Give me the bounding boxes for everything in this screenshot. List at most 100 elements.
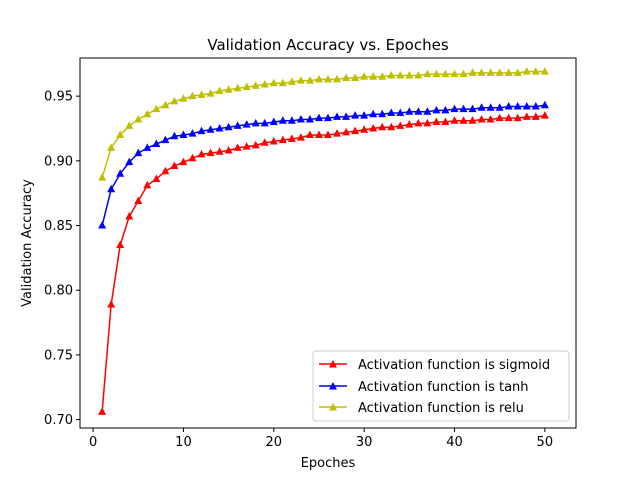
y-tick-label: 0.75 [44,348,73,363]
data-point-tanh [396,108,405,116]
data-point-tanh [98,221,107,229]
data-point-tanh [260,118,269,127]
data-point-tanh [296,114,305,123]
x-tick-label: 50 [537,435,554,450]
data-point-relu [396,70,405,79]
data-point-relu [260,80,269,88]
data-point-tanh [269,117,278,126]
plot-frame [79,57,577,429]
data-point-tanh [215,124,224,132]
data-point-sigmoid [242,142,251,150]
data-point-sigmoid [179,157,188,166]
data-point-relu [215,86,224,94]
data-point-tanh [387,108,396,116]
data-point-relu [378,72,387,80]
data-point-tanh [333,112,342,120]
x-tick-label: 20 [266,435,283,450]
data-point-relu [360,72,369,80]
data-point-relu [125,121,134,129]
chart-title: Validation Accuracy vs. Epoches [207,36,448,54]
data-point-sigmoid [324,130,332,138]
data-point-relu [314,74,323,83]
legend-box [312,350,570,422]
data-point-sigmoid [224,146,233,154]
y-tick-label: 0.95 [44,90,73,105]
data-point-tanh [468,104,477,113]
data-point-tanh [233,121,242,129]
data-point-relu [522,67,531,75]
y-axis-label: Validation Accuracy [20,179,35,307]
data-point-sigmoid [287,134,296,142]
x-tick-label: 30 [356,435,373,450]
legend-marker-tanh [329,382,337,390]
data-point-tanh [486,103,495,111]
data-point-tanh [531,102,540,110]
data-point-sigmoid [396,121,405,129]
data-point-relu [188,91,197,100]
data-point-relu [486,68,495,76]
legend: Activation function is sigmoid Activatio… [312,350,570,422]
data-point-tanh [522,102,531,110]
data-point-sigmoid [305,130,314,138]
legend-label-relu: Activation function is relu [358,401,524,416]
data-point-sigmoid [423,118,432,127]
x-tick-label: 0 [89,435,97,450]
data-point-relu [477,68,486,76]
data-point-sigmoid [197,149,206,158]
data-point-tanh [152,139,161,148]
data-point-relu [441,69,450,78]
data-point-relu [468,68,477,76]
data-point-relu [143,109,152,118]
legend-marker-relu [329,403,337,411]
data-point-relu [170,96,179,105]
data-point-tanh [134,148,143,157]
x-tick-label: 40 [446,435,463,450]
data-point-tanh [360,111,369,119]
y-tick-label: 0.70 [44,413,73,428]
data-point-tanh [170,131,179,140]
data-point-sigmoid [360,125,369,133]
data-point-tanh [369,109,378,118]
data-point-sigmoid [387,122,396,131]
data-point-relu [324,74,332,83]
data-point-sigmoid [504,113,513,122]
data-point-sigmoid [540,111,549,119]
data-point-sigmoid [477,114,486,123]
data-point-relu [459,69,468,78]
data-point-tanh [224,122,233,131]
data-point-tanh [287,116,296,124]
data-point-tanh [513,102,522,110]
data-point-sigmoid [260,138,269,146]
data-point-relu [107,143,116,151]
data-point-sigmoid [278,135,287,144]
data-point-sigmoid [125,211,134,220]
data-point-relu [296,76,305,84]
data-point-sigmoid [414,118,423,127]
data-point-sigmoid [98,407,107,415]
data-point-tanh [540,100,549,109]
data-point-sigmoid [405,120,414,128]
data-point-tanh [324,113,332,122]
legend-marker-sigmoid [329,360,337,368]
data-point-sigmoid [215,147,224,155]
series-layer [98,67,549,415]
data-point-tanh [351,111,360,119]
data-point-tanh [342,112,351,120]
data-point-tanh [504,102,513,110]
data-point-relu [387,70,396,79]
data-point-sigmoid [450,116,459,124]
data-point-tanh [477,103,486,111]
data-point-relu [369,72,378,80]
data-point-sigmoid [107,299,116,308]
data-point-relu [287,77,296,85]
data-point-relu [513,68,522,76]
data-point-relu [224,85,233,93]
data-point-tanh [378,109,387,118]
y-tick-label: 0.90 [44,154,73,169]
data-point-relu [233,83,242,92]
data-point-sigmoid [170,161,179,170]
data-point-tanh [405,107,414,115]
data-point-relu [540,67,549,75]
